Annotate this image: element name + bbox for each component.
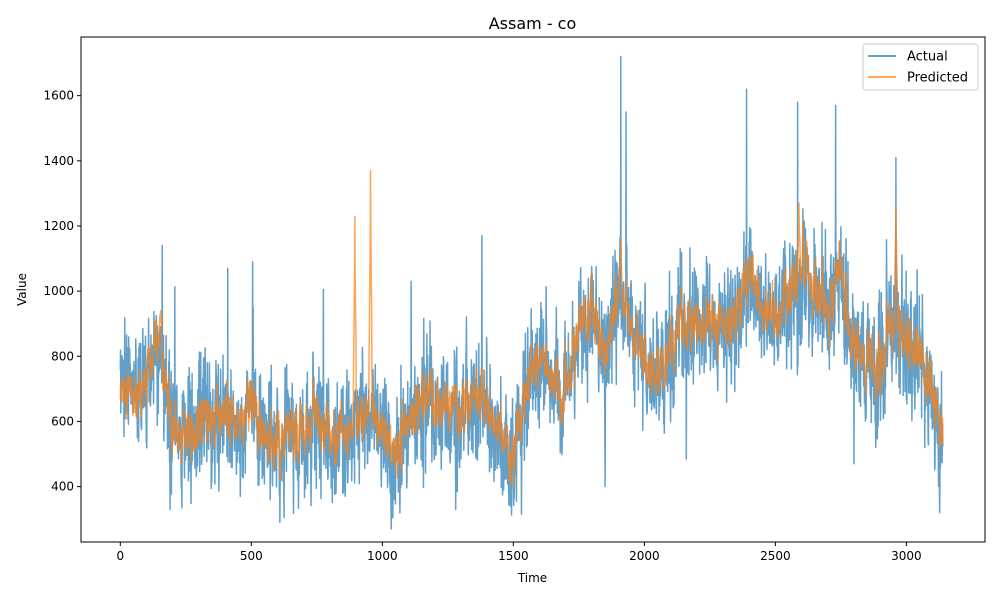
- y-tick-label: 1600: [43, 89, 74, 103]
- x-tick-label: 1000: [367, 549, 398, 563]
- x-axis: 0 500 1000 1500 2000 2500 3000: [116, 542, 922, 563]
- x-tick-label: 1500: [498, 549, 529, 563]
- y-tick-label: 1000: [43, 284, 74, 298]
- x-tick-label: 3000: [891, 549, 922, 563]
- x-tick-label: 500: [240, 549, 263, 563]
- y-tick-label: 400: [51, 480, 74, 494]
- y-tick-label: 1400: [43, 154, 74, 168]
- y-axis: 400 600 800 1000 1200 1400 1600: [43, 89, 81, 494]
- legend-label-actual: Actual: [907, 50, 948, 65]
- x-axis-title: Time: [517, 571, 547, 585]
- x-tick-label: 2000: [629, 549, 660, 563]
- y-axis-title: Value: [15, 273, 29, 306]
- chart-title: Assam - co: [489, 14, 577, 33]
- plot-frame: [80, 36, 986, 543]
- legend: Actual Predicted: [862, 43, 979, 91]
- y-tick-label: 600: [51, 414, 74, 428]
- series-line-predicted: [119, 169, 944, 487]
- y-tick-label: 800: [51, 349, 74, 363]
- x-tick-label: 0: [116, 549, 124, 563]
- series-layer: [119, 55, 944, 530]
- x-tick-label: 2500: [760, 549, 791, 563]
- y-tick-label: 1200: [43, 219, 74, 233]
- legend-label-predicted: Predicted: [907, 71, 968, 86]
